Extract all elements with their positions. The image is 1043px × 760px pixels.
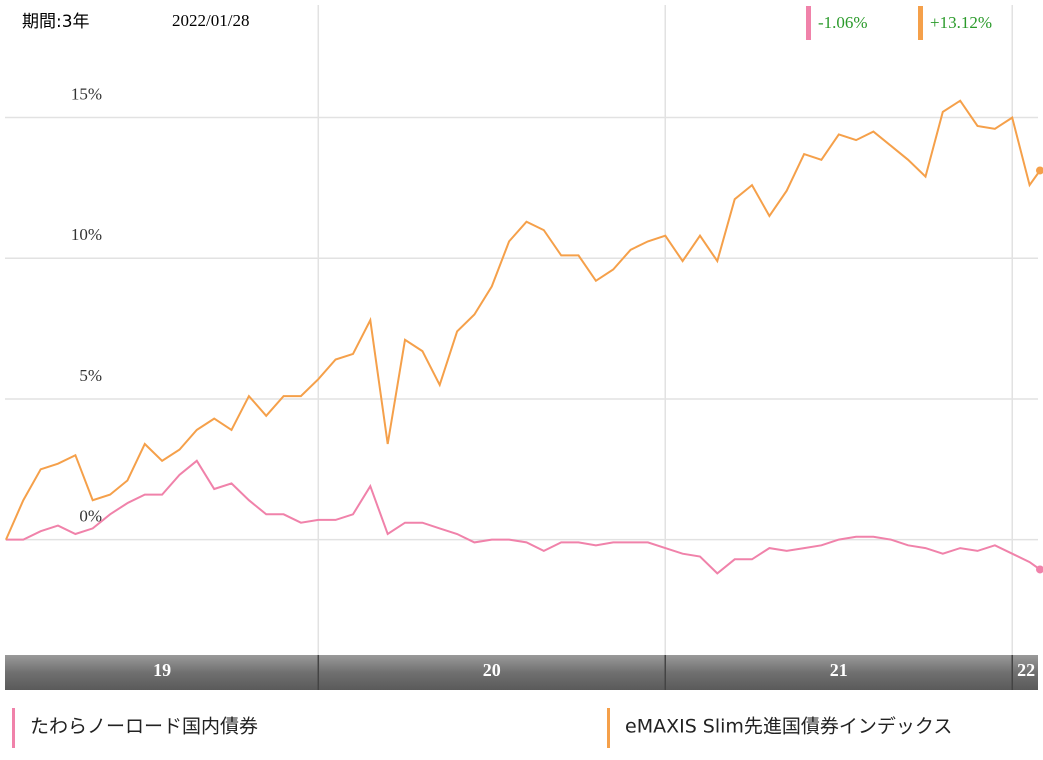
x-axis-band bbox=[5, 655, 1038, 690]
legend-swatch bbox=[918, 6, 923, 40]
legend-label: eMAXIS Slim先進国債券インデックス bbox=[625, 716, 952, 738]
end-point bbox=[1036, 565, 1043, 574]
y-tick-label: 10% bbox=[71, 225, 102, 244]
y-tick-label: 0% bbox=[79, 507, 102, 526]
end-point bbox=[1036, 166, 1043, 175]
y-tick-label: 5% bbox=[79, 366, 102, 385]
legend-swatch bbox=[806, 6, 811, 40]
legend-label: たわらノーロード国内債券 bbox=[30, 716, 258, 738]
period: 期間:3年 bbox=[22, 12, 90, 32]
series-line bbox=[6, 459, 1041, 575]
change-label: +13.12% bbox=[930, 13, 992, 32]
x-tick-label: 22 bbox=[1017, 660, 1035, 680]
x-tick-label: 20 bbox=[483, 660, 501, 680]
x-tick-label: 19 bbox=[153, 660, 171, 680]
change-label: -1.06% bbox=[818, 13, 868, 32]
y-tick-label: 15% bbox=[71, 84, 102, 103]
legend-swatch bbox=[12, 708, 15, 748]
date: 2022/01/28 bbox=[172, 11, 249, 30]
x-tick-label: 21 bbox=[830, 660, 848, 680]
legend-swatch bbox=[607, 708, 610, 748]
series-line bbox=[5, 99, 1041, 541]
